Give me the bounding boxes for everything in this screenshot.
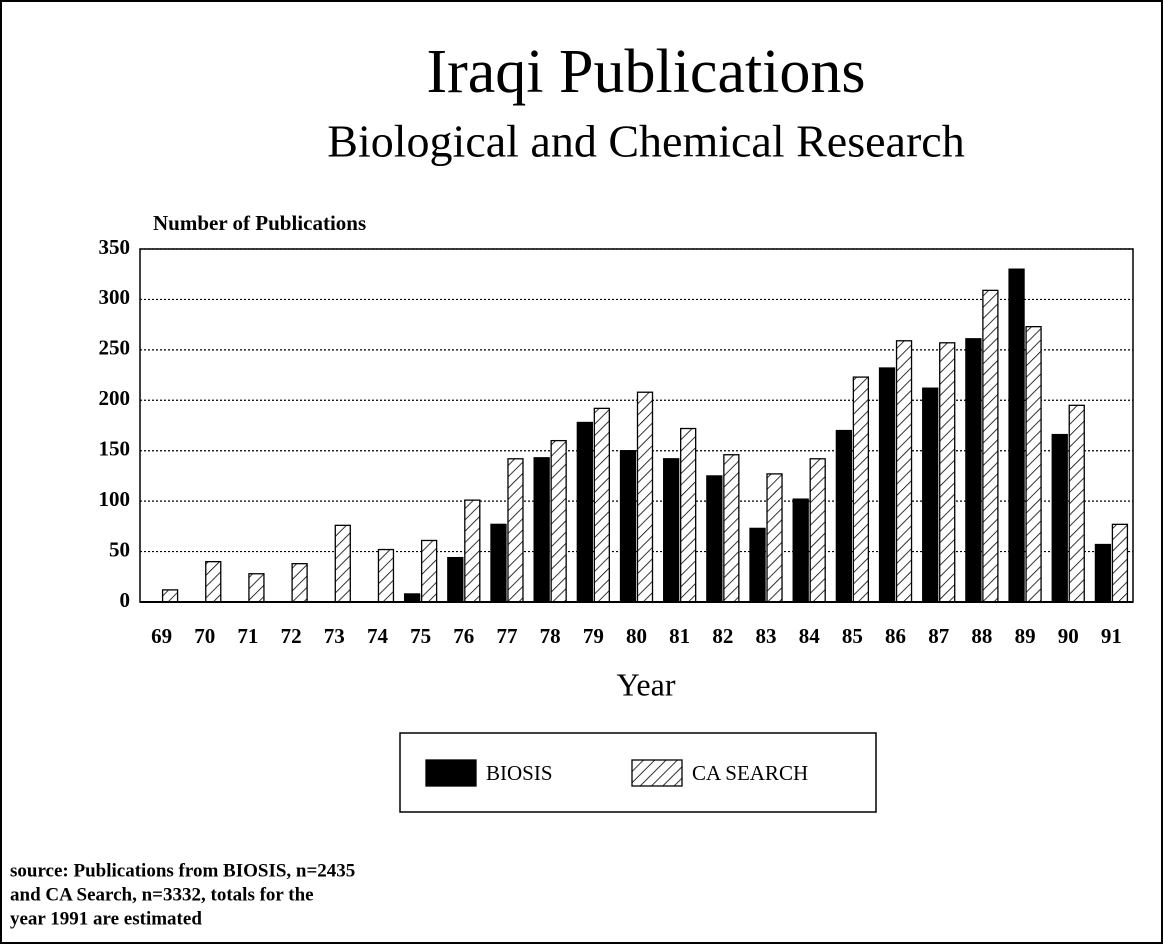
y-axis-title: Number of Publications	[153, 211, 366, 235]
y-tick-label: 50	[109, 537, 130, 561]
legend-box	[399, 732, 877, 813]
bar	[792, 498, 809, 603]
x-tick-label: 83	[756, 624, 777, 648]
legend-swatch	[425, 759, 477, 787]
bar	[749, 527, 766, 603]
y-tick-label: 100	[99, 487, 131, 511]
source-note: year 1991 are estimated	[10, 908, 202, 929]
bar	[965, 338, 982, 603]
bar	[377, 548, 395, 603]
bar	[1111, 523, 1129, 603]
x-tick-label: 70	[194, 624, 215, 648]
bar	[205, 561, 222, 603]
bar	[706, 475, 723, 603]
x-tick-label: 71	[237, 624, 258, 648]
bar	[464, 499, 481, 603]
x-tick-label: 73	[324, 624, 345, 648]
bar	[878, 367, 896, 603]
x-tick-label: 80	[626, 624, 647, 648]
chart-subtitle: Biological and Chemical Research	[327, 116, 964, 167]
x-tick-label: 69	[151, 624, 172, 648]
legend-label: CA SEARCH	[692, 761, 808, 785]
x-tick-label: 90	[1058, 624, 1079, 648]
x-tick-label: 91	[1101, 624, 1122, 648]
bar	[161, 589, 179, 603]
source-note: source: Publications from BIOSIS, n=2435	[10, 860, 355, 881]
bar	[1025, 326, 1042, 603]
bar	[680, 427, 697, 603]
bar	[533, 457, 550, 603]
bar	[809, 458, 826, 603]
x-tick-label: 82	[712, 624, 733, 648]
chart-title: Iraqi Publications	[426, 38, 865, 106]
x-tick-label: 87	[928, 624, 949, 648]
bar	[593, 407, 610, 603]
x-tick-label: 86	[885, 624, 906, 648]
bar	[507, 458, 524, 603]
x-tick-label: 79	[583, 624, 604, 648]
bar	[490, 523, 507, 603]
source-note: and CA Search, n=3332, totals for the	[10, 884, 314, 905]
bar	[1051, 433, 1068, 603]
bar	[636, 391, 654, 603]
bar	[619, 450, 637, 603]
legend-swatch	[631, 759, 683, 787]
bar	[939, 342, 956, 603]
bar	[550, 439, 567, 603]
legend-label: BIOSIS	[486, 761, 553, 785]
bar	[663, 458, 680, 603]
x-tick-label: 77	[496, 624, 517, 648]
x-tick-label: 74	[367, 624, 389, 648]
x-tick-label: 84	[799, 624, 821, 648]
bar	[1094, 543, 1112, 603]
y-tick-label: 350	[99, 235, 131, 259]
bar	[576, 421, 593, 603]
bar	[1008, 268, 1025, 603]
y-tick-label: 300	[99, 285, 131, 309]
x-tick-label: 75	[410, 624, 431, 648]
bar	[723, 454, 740, 603]
y-tick-label: 250	[99, 336, 131, 360]
bar	[1068, 404, 1085, 603]
bar	[447, 556, 464, 603]
bar	[895, 340, 913, 603]
x-tick-label: 89	[1015, 624, 1036, 648]
x-tick-label: 88	[971, 624, 992, 648]
bar	[835, 429, 853, 603]
x-tick-label: 78	[540, 624, 561, 648]
x-tick-label: 72	[281, 624, 302, 648]
x-tick-label: 85	[842, 624, 863, 648]
bar	[922, 387, 939, 603]
bar	[403, 593, 421, 603]
bar	[852, 376, 870, 603]
x-tick-label: 81	[669, 624, 690, 648]
y-tick-label: 200	[99, 386, 131, 410]
bar	[420, 539, 438, 603]
bar	[291, 563, 308, 603]
x-tick-label: 76	[453, 624, 474, 648]
bar	[334, 524, 351, 603]
bar	[248, 573, 265, 603]
y-tick-label: 0	[120, 588, 131, 612]
y-tick-label: 150	[99, 437, 131, 461]
x-axis-title: Year	[617, 666, 676, 702]
bar	[766, 473, 783, 603]
bar	[982, 289, 999, 603]
